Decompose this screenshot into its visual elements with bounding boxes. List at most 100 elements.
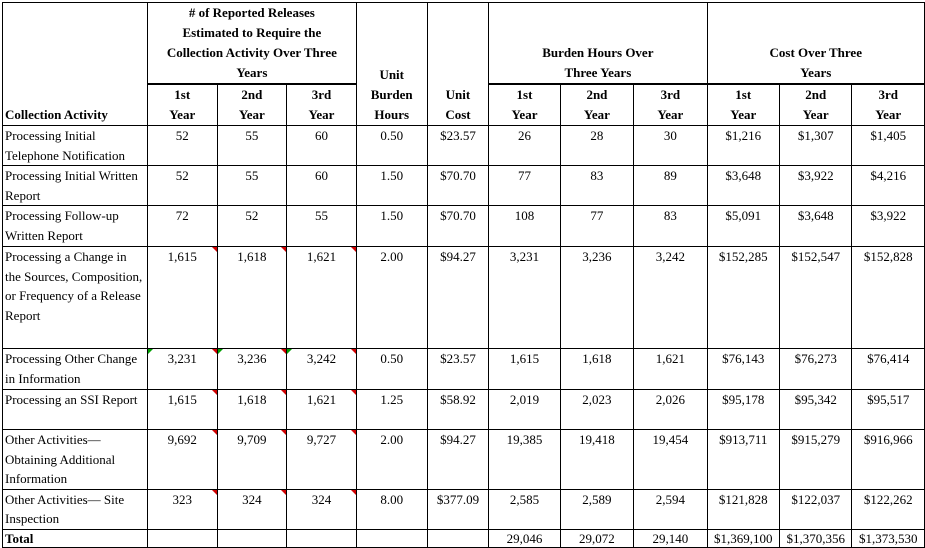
- hours-year-2-cell: 3,236: [559, 246, 635, 349]
- unit-hours-cell: 8.00: [355, 488, 428, 530]
- unit-cost-cell: $70.70: [426, 165, 490, 206]
- releases-year-1-cell: 72: [146, 205, 218, 247]
- header-collection-activity: Collection Activity: [2, 2, 148, 126]
- burden-year-1-header: 1st Year: [488, 83, 561, 126]
- unit-burden-hours-label: Unit Burden Hours: [370, 67, 413, 122]
- cost-year-1-header: 1st Year: [706, 83, 780, 126]
- cost-year-2-cell: $122,037: [778, 488, 853, 530]
- unit-cost-cell: $23.57: [426, 348, 490, 390]
- hours-year-3-cell: 3,242: [633, 246, 708, 349]
- unit-hours-cell: 1.50: [355, 205, 428, 247]
- hours-year-1-cell: 3,231: [488, 246, 561, 349]
- releases-year-1-cell: 1,615: [146, 246, 218, 349]
- hours-year-2-cell: 2,023: [559, 389, 635, 430]
- cost-year-2-cell: $915,279: [778, 429, 853, 490]
- cost-year-1-cell: $95,178: [706, 389, 780, 430]
- hours-year-1-cell: 2,585: [488, 488, 561, 530]
- hours-year-2-cell: 77: [559, 205, 635, 247]
- hours-year-3-cell: 2,594: [633, 488, 708, 530]
- table-row: Other Activities— Obtaining Additional I…: [2, 429, 925, 490]
- releases-year-2-cell: 55: [216, 125, 288, 166]
- empty-cell: [286, 528, 357, 548]
- hours-year-2-cell: 19,418: [559, 429, 635, 490]
- hours-year-3-cell: 83: [633, 205, 708, 247]
- releases-year-2-header: 2nd Year: [216, 83, 288, 126]
- cost-year-3-cell: $3,922: [851, 205, 925, 247]
- unit-cost-cell: $23.57: [426, 125, 490, 166]
- activity-cell: Other Activities— Obtaining Additional I…: [2, 429, 148, 490]
- releases-year-2-cell: 55: [216, 165, 288, 206]
- releases-year-1-cell: 52: [146, 165, 218, 206]
- hours-year-1-cell: 1,615: [488, 348, 561, 390]
- unit-cost-cell: $94.27: [426, 429, 490, 490]
- burden-year-3-header: 3rd Year: [633, 83, 708, 126]
- activity-cell: Processing Initial Telephone Notificatio…: [2, 125, 148, 166]
- releases-year-2-cell: 1,618: [216, 389, 288, 430]
- cost-year-3-cell: $1,405: [851, 125, 925, 166]
- header-cost-group: Cost Over Three Years: [706, 2, 925, 85]
- total-label: Total: [2, 528, 148, 548]
- releases-year-1-cell: 323: [146, 488, 218, 530]
- unit-cost-cell: $94.27: [426, 246, 490, 349]
- cost-year-2-cell: $1,307: [778, 125, 853, 166]
- unit-cost-cell: $58.92: [426, 389, 490, 430]
- releases-year-1-cell: 52: [146, 125, 218, 166]
- table-body: Processing Initial Telephone Notificatio…: [2, 125, 925, 548]
- releases-year-3-header: 3rd Year: [286, 83, 357, 126]
- hours-year-1-cell: 26: [488, 125, 561, 166]
- empty-cell: [355, 528, 428, 548]
- hours-year-2-cell: 2,589: [559, 488, 635, 530]
- total-hours-year-2: 29,072: [559, 528, 635, 548]
- empty-cell: [146, 528, 218, 548]
- cost-year-1-cell: $121,828: [706, 488, 780, 530]
- unit-hours-cell: 0.50: [355, 125, 428, 166]
- cost-year-3-cell: $4,216: [851, 165, 925, 206]
- cost-year-3-cell: $916,966: [851, 429, 925, 490]
- total-cost-year-1: $1,369,100: [706, 528, 780, 548]
- unit-cost-label: Unit Cost: [445, 87, 471, 122]
- header-burden-group: Burden Hours Over Three Years: [488, 2, 708, 85]
- activity-cell: Processing a Change in the Sources, Comp…: [2, 246, 148, 349]
- releases-year-3-cell: 55: [286, 205, 357, 247]
- hours-year-1-cell: 77: [488, 165, 561, 206]
- cost-year-2-cell: $76,273: [778, 348, 853, 390]
- cost-year-3-cell: $152,828: [851, 246, 925, 349]
- total-hours-year-1: 29,046: [488, 528, 561, 548]
- total-cost-year-3: $1,373,530: [851, 528, 925, 548]
- unit-cost-cell: $70.70: [426, 205, 490, 247]
- total-cost-year-2: $1,370,356: [778, 528, 853, 548]
- cost-year-1-cell: $3,648: [706, 165, 780, 206]
- releases-year-3-cell: 1,621: [286, 389, 357, 430]
- releases-year-1-header: 1st Year: [146, 83, 218, 126]
- table-row: Processing a Change in the Sources, Comp…: [2, 246, 925, 349]
- hours-year-2-cell: 1,618: [559, 348, 635, 390]
- releases-year-3-cell: 1,621: [286, 246, 357, 349]
- cost-year-2-cell: $95,342: [778, 389, 853, 430]
- cost-year-1-cell: $1,216: [706, 125, 780, 166]
- releases-year-1-cell: 1,615: [146, 389, 218, 430]
- table-row: Processing Follow-up Written Report 72 52 5…: [2, 205, 925, 247]
- releases-year-3-cell: 60: [286, 165, 357, 206]
- empty-cell: [426, 528, 490, 548]
- table-row: Processing Other Change in Information 3,…: [2, 348, 925, 390]
- activity-cell: Processing Follow-up Written Report: [2, 205, 148, 247]
- releases-year-3-cell: 324: [286, 488, 357, 530]
- hours-year-3-cell: 2,026: [633, 389, 708, 430]
- hours-year-3-cell: 30: [633, 125, 708, 166]
- hours-year-3-cell: 19,454: [633, 429, 708, 490]
- empty-cell: [216, 528, 288, 548]
- hours-year-2-cell: 28: [559, 125, 635, 166]
- unit-cost-cell: $377.09: [426, 488, 490, 530]
- releases-year-2-cell: 1,618: [216, 246, 288, 349]
- header-unit-cost: Unit Cost: [426, 2, 490, 126]
- cost-year-3-cell: $122,262: [851, 488, 925, 530]
- releases-year-3-cell: 3,242: [286, 348, 357, 390]
- cost-year-2-cell: $3,922: [778, 165, 853, 206]
- year-header-row: 1st Year 2nd Year 3rd Year 1st Year 2nd Year…: [3, 83, 925, 126]
- cost-year-1-cell: $5,091: [706, 205, 780, 247]
- cost-year-1-cell: $152,285: [706, 246, 780, 349]
- releases-year-1-cell: 9,692: [146, 429, 218, 490]
- cost-year-1-cell: $76,143: [706, 348, 780, 390]
- cost-year-2-cell: $152,547: [778, 246, 853, 349]
